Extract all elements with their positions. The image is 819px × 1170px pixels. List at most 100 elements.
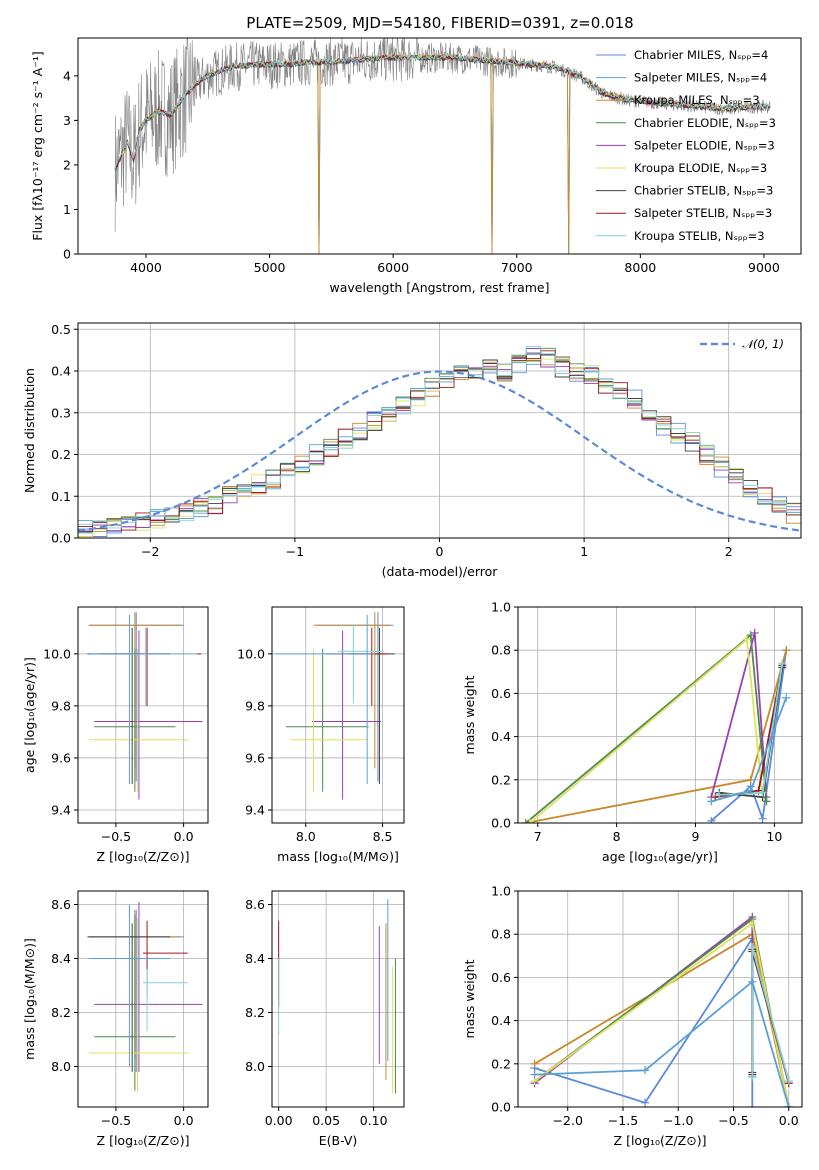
y-tick-label: 0.0 — [491, 1100, 511, 1115]
x-tick-label: 0.0 — [779, 1113, 799, 1128]
y-tick-label: 10.0 — [43, 646, 71, 661]
panel-weight_vs_Z: −2.0 −1.5 −1.0 −0.5 0.0 0.0 0.2 0.4 0.6 0.8 1.0 Z [… — [462, 884, 803, 1148]
y-tick-label: 1.0 — [491, 884, 511, 899]
weight-marker — [746, 631, 755, 640]
weight-marker — [748, 1103, 757, 1107]
y-tick-label: 8.2 — [245, 1005, 265, 1020]
y-tick-label: 8.0 — [51, 1059, 71, 1074]
y-axis-label: mass weight — [462, 675, 477, 754]
y-tick-label: 0.6 — [491, 970, 511, 985]
y-tick-label: 0 — [63, 247, 71, 262]
plot-frame — [271, 890, 405, 1108]
x-axis-label: mass [log₁₀(M/M⊙)] — [277, 849, 399, 864]
y-axis-label: mass weight — [462, 959, 477, 1038]
x-axis-label: Z [log₁₀(Z/Z⊙)] — [97, 849, 190, 864]
x-tick-label: 4000 — [130, 260, 162, 275]
weight-marker — [521, 819, 530, 823]
weight-marker — [707, 797, 716, 806]
figure-title: PLATE=2509, MJD=54180, FIBERID=0391, z=0… — [246, 14, 633, 32]
histogram-7 — [78, 350, 801, 531]
legend-entry: Kroupa ELODIE, Nₛₚₚ=3 — [634, 161, 767, 175]
y-tick-label: 8.4 — [245, 951, 265, 966]
y-tick-label: 1 — [63, 202, 71, 217]
plot-content — [78, 345, 801, 538]
x-tick-label: 7 — [534, 829, 542, 844]
weight-marker — [641, 1098, 650, 1107]
plot-frame — [77, 890, 209, 1108]
y-tick-label: 0.3 — [51, 405, 71, 420]
x-tick-label: 8000 — [624, 260, 656, 275]
legend-entry: Chabrier MILES, Nₛₚₚ=4 — [634, 48, 768, 62]
x-tick-label: 0.0 — [174, 1113, 194, 1128]
y-axis-label: Flux [fλ10⁻¹⁷ erg cm⁻² s⁻¹ A⁻¹] — [30, 51, 45, 240]
y-tick-label: 0.4 — [491, 1013, 511, 1028]
weight-marker — [758, 814, 767, 823]
panel-residuals: −2 −1 0 1 2 0.0 0.1 0.2 0.3 0.4 0.5 (data-model)/er… — [22, 322, 802, 579]
weight-marker — [748, 943, 757, 952]
x-axis-label: wavelength [Angstrom, rest frame] — [329, 280, 549, 295]
x-axis-label: E(B-V) — [319, 1133, 358, 1148]
weight-marker — [525, 819, 534, 823]
weight-marker — [748, 919, 757, 928]
x-tick-label: 10 — [766, 829, 782, 844]
x-tick-label: 9 — [692, 829, 700, 844]
y-tick-label: 0.1 — [51, 489, 71, 504]
weight-marker — [746, 775, 755, 784]
y-tick-label: 0.2 — [491, 1056, 511, 1071]
x-tick-label: 8 — [613, 829, 621, 844]
x-tick-label: 1 — [580, 544, 588, 559]
y-tick-label: 0.4 — [491, 729, 511, 744]
plot-frame — [77, 606, 209, 824]
weight-marker — [530, 1070, 539, 1079]
plot-content — [275, 612, 395, 800]
legend-entry: Salpeter ELODIE, Nₛₚₚ=3 — [634, 138, 775, 152]
legend-entry: Salpeter MILES, Nₛₚₚ=4 — [634, 71, 767, 85]
plot-frame — [517, 890, 803, 1108]
plot-content — [114, 38, 771, 254]
legend-entry: Kroupa STELIB, Nₛₚₚ=3 — [634, 229, 765, 243]
x-tick-label: −0.5 — [718, 1113, 748, 1128]
weight-marker — [748, 977, 757, 986]
normal-curve — [78, 370, 801, 532]
panel-age_vs_Z: −0.5 0.0 9.4 9.6 9.8 10.0 Z [log₁₀(Z/Z⊙)] age [… — [22, 606, 209, 864]
y-tick-label: 0.0 — [51, 531, 71, 546]
y-tick-label: 0.4 — [51, 364, 71, 379]
y-tick-label: 0.8 — [491, 643, 511, 658]
weight-marker — [784, 1103, 793, 1107]
legend-entry: Chabrier ELODIE, Nₛₚₚ=3 — [634, 116, 776, 130]
y-tick-label: 9.6 — [245, 750, 265, 765]
legend: 𝒩(0, 1) — [700, 337, 784, 351]
weight-marker — [641, 1066, 650, 1075]
weight-marker — [782, 693, 791, 702]
x-tick-label: 0 — [436, 544, 444, 559]
weight-marker — [750, 628, 759, 637]
legend-entry: Kroupa MILES, Nₛₚₚ=3 — [634, 93, 760, 107]
panel-mass_vs_Z: −0.5 0.0 8.0 8.2 8.4 8.6 Z [log₁₀(Z/Z⊙)] mass [… — [22, 890, 209, 1148]
panel-weight_vs_age: 7 8 9 10 0.0 0.2 0.4 0.6 0.8 1.0 age [log₁₀(age/yr… — [462, 600, 803, 864]
grid — [272, 891, 404, 1107]
y-tick-label: 8.6 — [245, 897, 265, 912]
y-tick-label: 4 — [63, 68, 71, 83]
weight-marker — [782, 646, 791, 655]
x-tick-label: −2 — [141, 544, 159, 559]
x-tick-label: 6000 — [377, 260, 409, 275]
plot-content — [87, 612, 203, 800]
x-tick-label: −2.0 — [553, 1113, 583, 1128]
legend: Chabrier MILES, Nₛₚₚ=4 Salpeter MILES, Nₛ… — [596, 48, 776, 243]
x-tick-label: 7000 — [501, 260, 533, 275]
x-tick-label: 9000 — [748, 260, 780, 275]
y-tick-label: 0.2 — [491, 772, 511, 787]
model-spectrum-8 — [114, 53, 771, 169]
y-tick-label: 9.8 — [245, 698, 265, 713]
x-axis-label: (data-model)/error — [382, 564, 499, 579]
histogram-8 — [78, 345, 801, 529]
plot-frame — [517, 606, 803, 824]
weight-marker — [778, 659, 787, 668]
panel-mass_vs_EBV: 0.00 0.05 0.10 8.0 8.2 8.4 8.6 E(B-V) — [245, 890, 405, 1148]
x-tick-label: 0.0 — [174, 829, 194, 844]
grid — [518, 890, 802, 1108]
weight-marker — [762, 797, 771, 806]
y-tick-label: 1.0 — [491, 600, 511, 615]
x-tick-label: −1.0 — [663, 1113, 693, 1128]
y-tick-label: 0.2 — [51, 447, 71, 462]
